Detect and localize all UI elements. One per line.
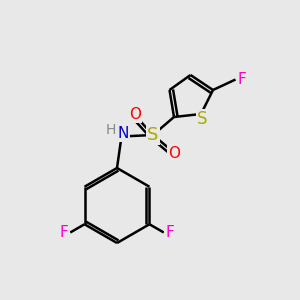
Text: S: S [197, 110, 208, 128]
Text: O: O [129, 106, 141, 122]
Text: O: O [168, 146, 180, 160]
Text: F: F [60, 225, 69, 240]
Text: N: N [117, 126, 129, 141]
Text: S: S [147, 126, 159, 144]
Text: H: H [106, 123, 116, 137]
Text: F: F [238, 72, 247, 87]
Text: F: F [165, 225, 174, 240]
